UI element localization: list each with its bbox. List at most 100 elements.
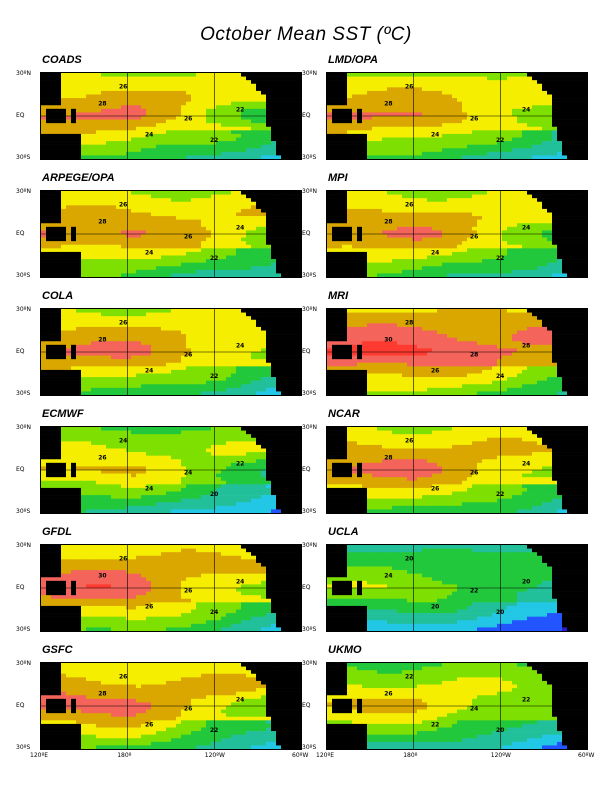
contour-label: 28 bbox=[384, 219, 392, 226]
contour-label: 24 bbox=[236, 343, 244, 350]
contour-label: 24 bbox=[145, 368, 153, 375]
contour-label: 24 bbox=[522, 461, 530, 468]
latitude-label: EQ bbox=[16, 702, 25, 709]
contour-label: 28 bbox=[405, 320, 413, 327]
panel-label: UCLA bbox=[328, 526, 359, 538]
contour-label: 26 bbox=[119, 202, 127, 209]
latitude-label: 30ºN bbox=[302, 188, 317, 195]
contour-label: 24 bbox=[522, 225, 530, 232]
contour-label: 20 bbox=[431, 604, 439, 611]
contour-label: 26 bbox=[405, 84, 413, 91]
latitude-label: 30ºN bbox=[16, 660, 31, 667]
contour-label: 22 bbox=[210, 255, 218, 262]
latitude-label: EQ bbox=[16, 112, 25, 119]
contour-label: 26 bbox=[470, 115, 478, 122]
contour-label: 26 bbox=[470, 233, 478, 240]
latitude-label: EQ bbox=[302, 466, 311, 473]
latitude-label: EQ bbox=[302, 112, 311, 119]
contour-label: 30 bbox=[384, 337, 392, 344]
latitude-label: 30ºS bbox=[302, 154, 317, 161]
longitude-label: 60ºW bbox=[292, 752, 309, 759]
latitude-label: EQ bbox=[16, 584, 25, 591]
latitude-label: 30ºN bbox=[302, 424, 317, 431]
map-panel-mpi: MPI 30ºN EQ 30ºS 26 28 26 24 22 24 bbox=[302, 172, 588, 284]
panel-label: GSFC bbox=[42, 644, 73, 656]
latitude-label: 30ºS bbox=[302, 744, 317, 751]
map-panel-ecmwf: ECMWF 30ºN EQ 30ºS 24 26 24 24 20 22 bbox=[16, 408, 302, 520]
contour-label: 22 bbox=[496, 137, 504, 144]
contour-label: 26 bbox=[431, 486, 439, 493]
contour-label: 28 bbox=[470, 351, 478, 358]
contour-label: 28 bbox=[98, 691, 106, 698]
contour-label: 26 bbox=[184, 587, 192, 594]
map-panel-gfdl: GFDL 30ºN EQ 30ºS 26 30 26 26 24 24 bbox=[16, 526, 302, 638]
contour-label: 26 bbox=[384, 691, 392, 698]
contour-label: 24 bbox=[236, 225, 244, 232]
longitude-label: 60ºW bbox=[578, 752, 595, 759]
contour-label: 26 bbox=[145, 604, 153, 611]
longitude-label: 120ºW bbox=[204, 752, 225, 759]
sst-map: 26 28 26 24 22 24 bbox=[326, 72, 588, 160]
map-panel-mri: MRI 30ºN EQ 30ºS 28 30 28 26 24 28 bbox=[302, 290, 588, 402]
panel-label: UKMO bbox=[328, 644, 362, 656]
latitude-label: 30ºS bbox=[16, 390, 31, 397]
panel-label: COADS bbox=[42, 54, 82, 66]
contour-label: 22 bbox=[496, 491, 504, 498]
contour-label: 24 bbox=[145, 486, 153, 493]
latitude-label: EQ bbox=[302, 230, 311, 237]
latitude-label: 30ºS bbox=[16, 508, 31, 515]
contour-label: 20 bbox=[496, 609, 504, 616]
sst-map: 26 30 26 26 24 24 bbox=[40, 544, 302, 632]
contour-label: 24 bbox=[210, 609, 218, 616]
contour-label: 22 bbox=[210, 373, 218, 380]
latitude-label: 30ºN bbox=[302, 306, 317, 313]
longitude-label: 120ºE bbox=[30, 752, 49, 759]
latitude-label: EQ bbox=[16, 230, 25, 237]
contour-label: 28 bbox=[384, 455, 392, 462]
contour-label: 26 bbox=[119, 674, 127, 681]
longitude-label: 180º bbox=[117, 752, 132, 759]
latitude-label: 30ºN bbox=[302, 660, 317, 667]
map-panel-gsfc: GSFC 30ºN EQ 30ºS 26 28 26 26 22 24 120ºE 180º 120ºW… bbox=[16, 644, 308, 759]
contour-label: 26 bbox=[405, 438, 413, 445]
panel-label: GFDL bbox=[42, 526, 72, 538]
contour-label: 26 bbox=[470, 469, 478, 476]
figure-title: October Mean SST (ºC) bbox=[200, 24, 412, 45]
map-panel-ncar: NCAR 30ºN EQ 30ºS 26 28 26 26 22 24 bbox=[302, 408, 588, 520]
contour-label: 20 bbox=[522, 579, 530, 586]
contour-label: 24 bbox=[431, 132, 439, 139]
panel-label: ARPEGE/OPA bbox=[42, 172, 115, 184]
sst-map: 26 28 26 24 22 24 bbox=[40, 190, 302, 278]
contour-label: 24 bbox=[184, 469, 192, 476]
sst-map: 26 28 26 24 22 24 bbox=[326, 190, 588, 278]
contour-label: 22 bbox=[236, 461, 244, 468]
contour-label: 26 bbox=[119, 84, 127, 91]
contour-label: 26 bbox=[184, 351, 192, 358]
sst-map: 24 26 24 24 20 22 bbox=[40, 426, 302, 514]
contour-label: 28 bbox=[522, 343, 530, 350]
latitude-label: 30ºS bbox=[16, 744, 31, 751]
contour-label: 24 bbox=[496, 373, 504, 380]
contour-label: 28 bbox=[384, 101, 392, 108]
contour-label: 26 bbox=[98, 455, 106, 462]
sst-map: 26 28 26 26 22 24 bbox=[40, 662, 302, 750]
latitude-label: EQ bbox=[302, 584, 311, 591]
panel-label: MPI bbox=[328, 172, 348, 184]
sst-map: 20 24 22 20 20 20 bbox=[326, 544, 588, 632]
latitude-label: 30ºN bbox=[16, 188, 31, 195]
contour-label: 24 bbox=[470, 705, 478, 712]
contour-label: 22 bbox=[210, 727, 218, 734]
contour-label: 24 bbox=[145, 250, 153, 257]
latitude-label: 30ºS bbox=[302, 390, 317, 397]
contour-label: 26 bbox=[145, 722, 153, 729]
panel-label: COLA bbox=[42, 290, 74, 302]
contour-label: 26 bbox=[119, 556, 127, 563]
contour-label: 30 bbox=[98, 573, 106, 580]
panel-label: LMD/OPA bbox=[328, 54, 378, 66]
contour-label: 22 bbox=[236, 107, 244, 114]
contour-label: 20 bbox=[210, 491, 218, 498]
latitude-label: EQ bbox=[302, 702, 311, 709]
latitude-label: 30ºS bbox=[302, 508, 317, 515]
panel-label: ECMWF bbox=[42, 408, 84, 420]
latitude-label: EQ bbox=[16, 466, 25, 473]
